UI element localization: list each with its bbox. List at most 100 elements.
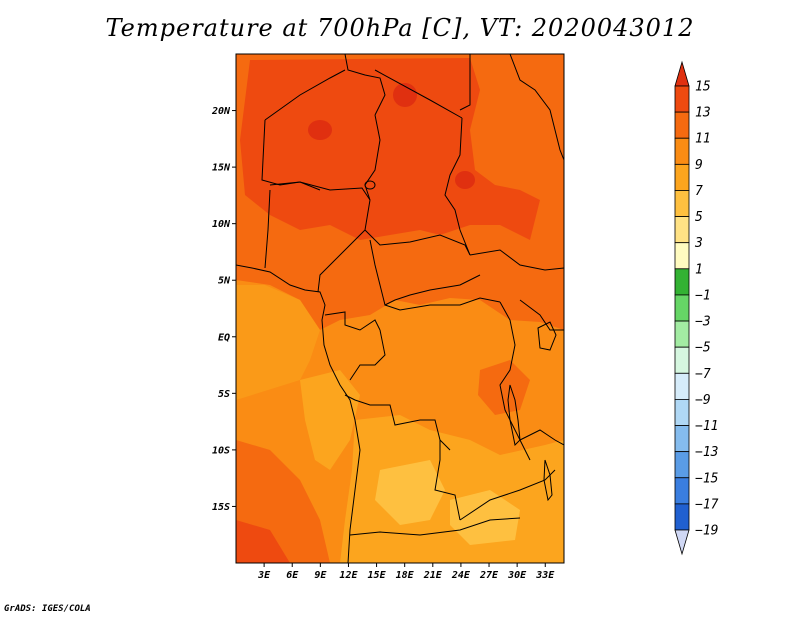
map-frame <box>235 53 565 564</box>
shade-5-7-patch-1 <box>375 460 445 525</box>
lake-tanganyika <box>507 384 521 447</box>
shade-5-7-patch-2 <box>450 490 520 545</box>
lake-malawi <box>543 459 553 502</box>
border-libya-egypt <box>459 54 471 111</box>
colorbar-label: 7 <box>695 184 703 199</box>
border-drc-angola <box>344 394 451 451</box>
colorbar-box <box>674 503 690 531</box>
border-chad-sudan <box>444 117 471 256</box>
colorbar-box <box>674 477 690 505</box>
colorbar-label: −1 <box>695 288 711 303</box>
shade-13-15-sahara <box>240 58 540 240</box>
shade-11-13-east <box>478 360 530 415</box>
border-benin-nigeria <box>264 189 271 269</box>
lat-tick-label: 10S <box>212 445 230 456</box>
lat-tick-label: 5S <box>218 389 230 400</box>
border-nigeria-cameroon <box>317 199 371 293</box>
colorbar-label: 1 <box>695 262 703 277</box>
colorbar-label: 15 <box>695 80 711 95</box>
lat-tick-label: 5N <box>218 276 231 287</box>
shade-13-15-southwest <box>236 520 290 563</box>
border-car-drc <box>384 297 501 311</box>
lon-tick-label: 30E <box>507 570 527 581</box>
colorbar: 15 13 11 9 7 5 3 1 −1 −3 −5 −7 −9 −11 −13 −15 −17 −19 <box>674 60 719 556</box>
colorbar-box <box>674 346 690 374</box>
border-angola-namibia <box>349 517 521 536</box>
colorbar-label: −5 <box>695 341 711 356</box>
lon-tick-label: 3E <box>257 570 271 581</box>
colorbar-box <box>674 451 690 479</box>
colorbar-label: −11 <box>695 419 718 434</box>
lat-tick-label: 15S <box>212 502 230 513</box>
colorbar-box <box>674 216 690 244</box>
border-niger-chad <box>364 114 381 201</box>
border-congo-drc <box>349 329 386 381</box>
colorbar-label: 3 <box>694 236 703 251</box>
colorbar-box <box>674 111 690 139</box>
colorbar-label: 11 <box>695 132 711 147</box>
colorbar-box <box>674 294 690 322</box>
shade-15-spot-3 <box>455 171 475 189</box>
colorbar-label: −15 <box>695 471 719 486</box>
lon-tick-label: 21E <box>423 570 443 581</box>
border-angola-zambia <box>434 440 461 521</box>
colorbar-label: −19 <box>695 524 718 539</box>
colorbar-box <box>674 268 690 296</box>
shade-15-spot-1 <box>308 120 332 140</box>
shade-9-11-atlantic <box>236 285 320 400</box>
lat-tick-label: 15N <box>212 163 231 174</box>
border-algeria-niger <box>264 69 346 121</box>
border-zambia-mozambique <box>459 469 556 521</box>
lon-tick-label: 6E <box>286 570 299 581</box>
colorbar-box <box>674 399 690 426</box>
colorbar-label: 9 <box>695 158 703 173</box>
colorbar-label: −17 <box>695 497 719 512</box>
colorbar-box <box>674 320 690 348</box>
lat-tick-label: 20N <box>211 106 231 117</box>
coastline-red-sea <box>509 54 564 161</box>
colorbar-box <box>674 190 690 217</box>
colorbar-bottom-arrow <box>674 529 690 556</box>
colorbar-box <box>674 137 690 165</box>
border-mali-niger <box>261 119 321 191</box>
border-libya-chad <box>374 69 463 119</box>
colorbar-label: −3 <box>695 315 711 330</box>
country-boundaries <box>236 54 564 563</box>
border-tanzania <box>519 429 564 446</box>
colorbar-label: 5 <box>695 210 703 225</box>
colorbar-box <box>674 242 690 270</box>
border-cameroon-car <box>369 239 481 306</box>
grads-credit: GrADS: IGES/COLA <box>4 604 91 614</box>
border-chad-car <box>364 229 471 256</box>
border-nigeria-north <box>269 181 371 201</box>
lon-tick-label: 15E <box>368 570 387 581</box>
longitude-axis: 3E 6E 9E 12E 15E 18E 21E 24E 27E 30E 33E <box>257 563 555 581</box>
lon-tick-label: 9E <box>314 570 327 581</box>
colorbar-top-arrow <box>674 60 690 87</box>
colorbar-label: −9 <box>695 393 711 408</box>
border-drc-east <box>499 301 531 461</box>
lon-tick-label: 27E <box>479 570 499 581</box>
border-algeria-libya <box>344 54 386 116</box>
border-gabon-congo <box>324 311 381 331</box>
latitude-axis: 20N 15N 10N 5N EQ 5S 10S 15S <box>211 106 236 513</box>
shade-15-spot-2 <box>393 83 417 107</box>
colorbar-label: −7 <box>695 367 711 382</box>
border-east-africa <box>519 299 564 331</box>
colorbar-box <box>674 163 690 191</box>
lake-chad <box>364 180 376 190</box>
temperature-shading <box>236 54 564 563</box>
lon-tick-label: 18E <box>396 570 415 581</box>
lat-tick-label: EQ <box>218 332 230 343</box>
colorbar-box <box>674 425 690 453</box>
colorbar-box <box>674 372 690 400</box>
lon-tick-label: 24E <box>451 570 471 581</box>
map-title: Temperature at 700hPa [C], VT: 202004301… <box>105 14 695 42</box>
lon-tick-label: 12E <box>339 570 358 581</box>
border-sudan-south <box>469 249 564 271</box>
lon-tick-label: 33E <box>535 570 555 581</box>
lake-victoria <box>537 321 557 351</box>
colorbar-label: −13 <box>695 445 718 460</box>
colorbar-box <box>674 85 690 113</box>
